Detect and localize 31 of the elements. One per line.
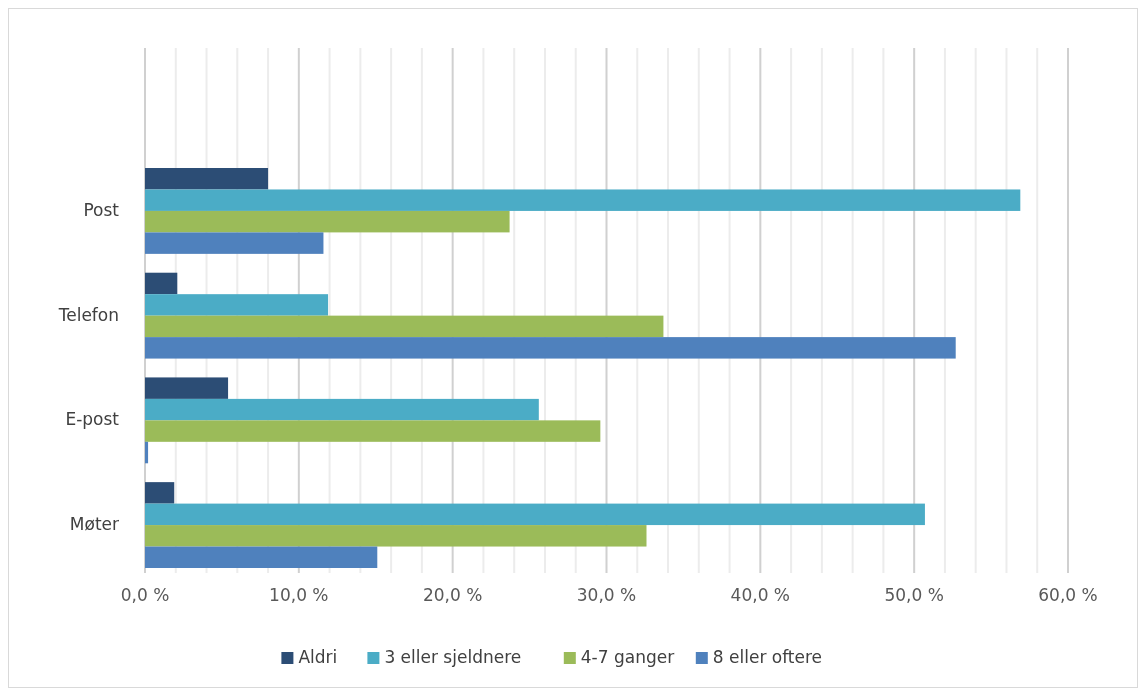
x-tick-label: 40,0 % xyxy=(730,585,791,605)
bar xyxy=(145,232,324,254)
y-tick-label: Post xyxy=(83,199,120,220)
bar xyxy=(145,503,925,526)
bar xyxy=(145,441,149,464)
y-tick-label: Telefon xyxy=(57,304,119,325)
bar xyxy=(145,546,378,568)
bar xyxy=(145,168,269,190)
x-tick-label: 30,0 % xyxy=(576,585,637,605)
x-tick-label: 10,0 % xyxy=(269,585,329,605)
bar xyxy=(145,294,329,316)
y-tick-label: Møter xyxy=(69,514,120,535)
bar xyxy=(145,315,664,338)
bar xyxy=(145,398,539,421)
x-tick-label: 0,0 % xyxy=(120,585,170,605)
bar xyxy=(145,377,229,399)
legend-label: 3 eller sjeldnere xyxy=(384,647,522,667)
x-tick-label: 60,0 % xyxy=(1038,585,1098,605)
x-tick-label: 20,0 % xyxy=(422,585,483,605)
bar xyxy=(145,189,1021,211)
legend-label: 4-7 ganger xyxy=(580,647,675,667)
bar xyxy=(145,420,601,442)
bar xyxy=(145,210,510,233)
bar xyxy=(145,272,178,295)
bar xyxy=(145,337,956,359)
bar xyxy=(145,482,175,504)
legend-label: Aldri xyxy=(298,647,338,667)
bar xyxy=(145,525,647,547)
legend-label: 8 eller oftere xyxy=(712,647,823,667)
x-tick-label: 50,0 % xyxy=(884,585,944,605)
y-tick-label: E-post xyxy=(65,409,120,430)
